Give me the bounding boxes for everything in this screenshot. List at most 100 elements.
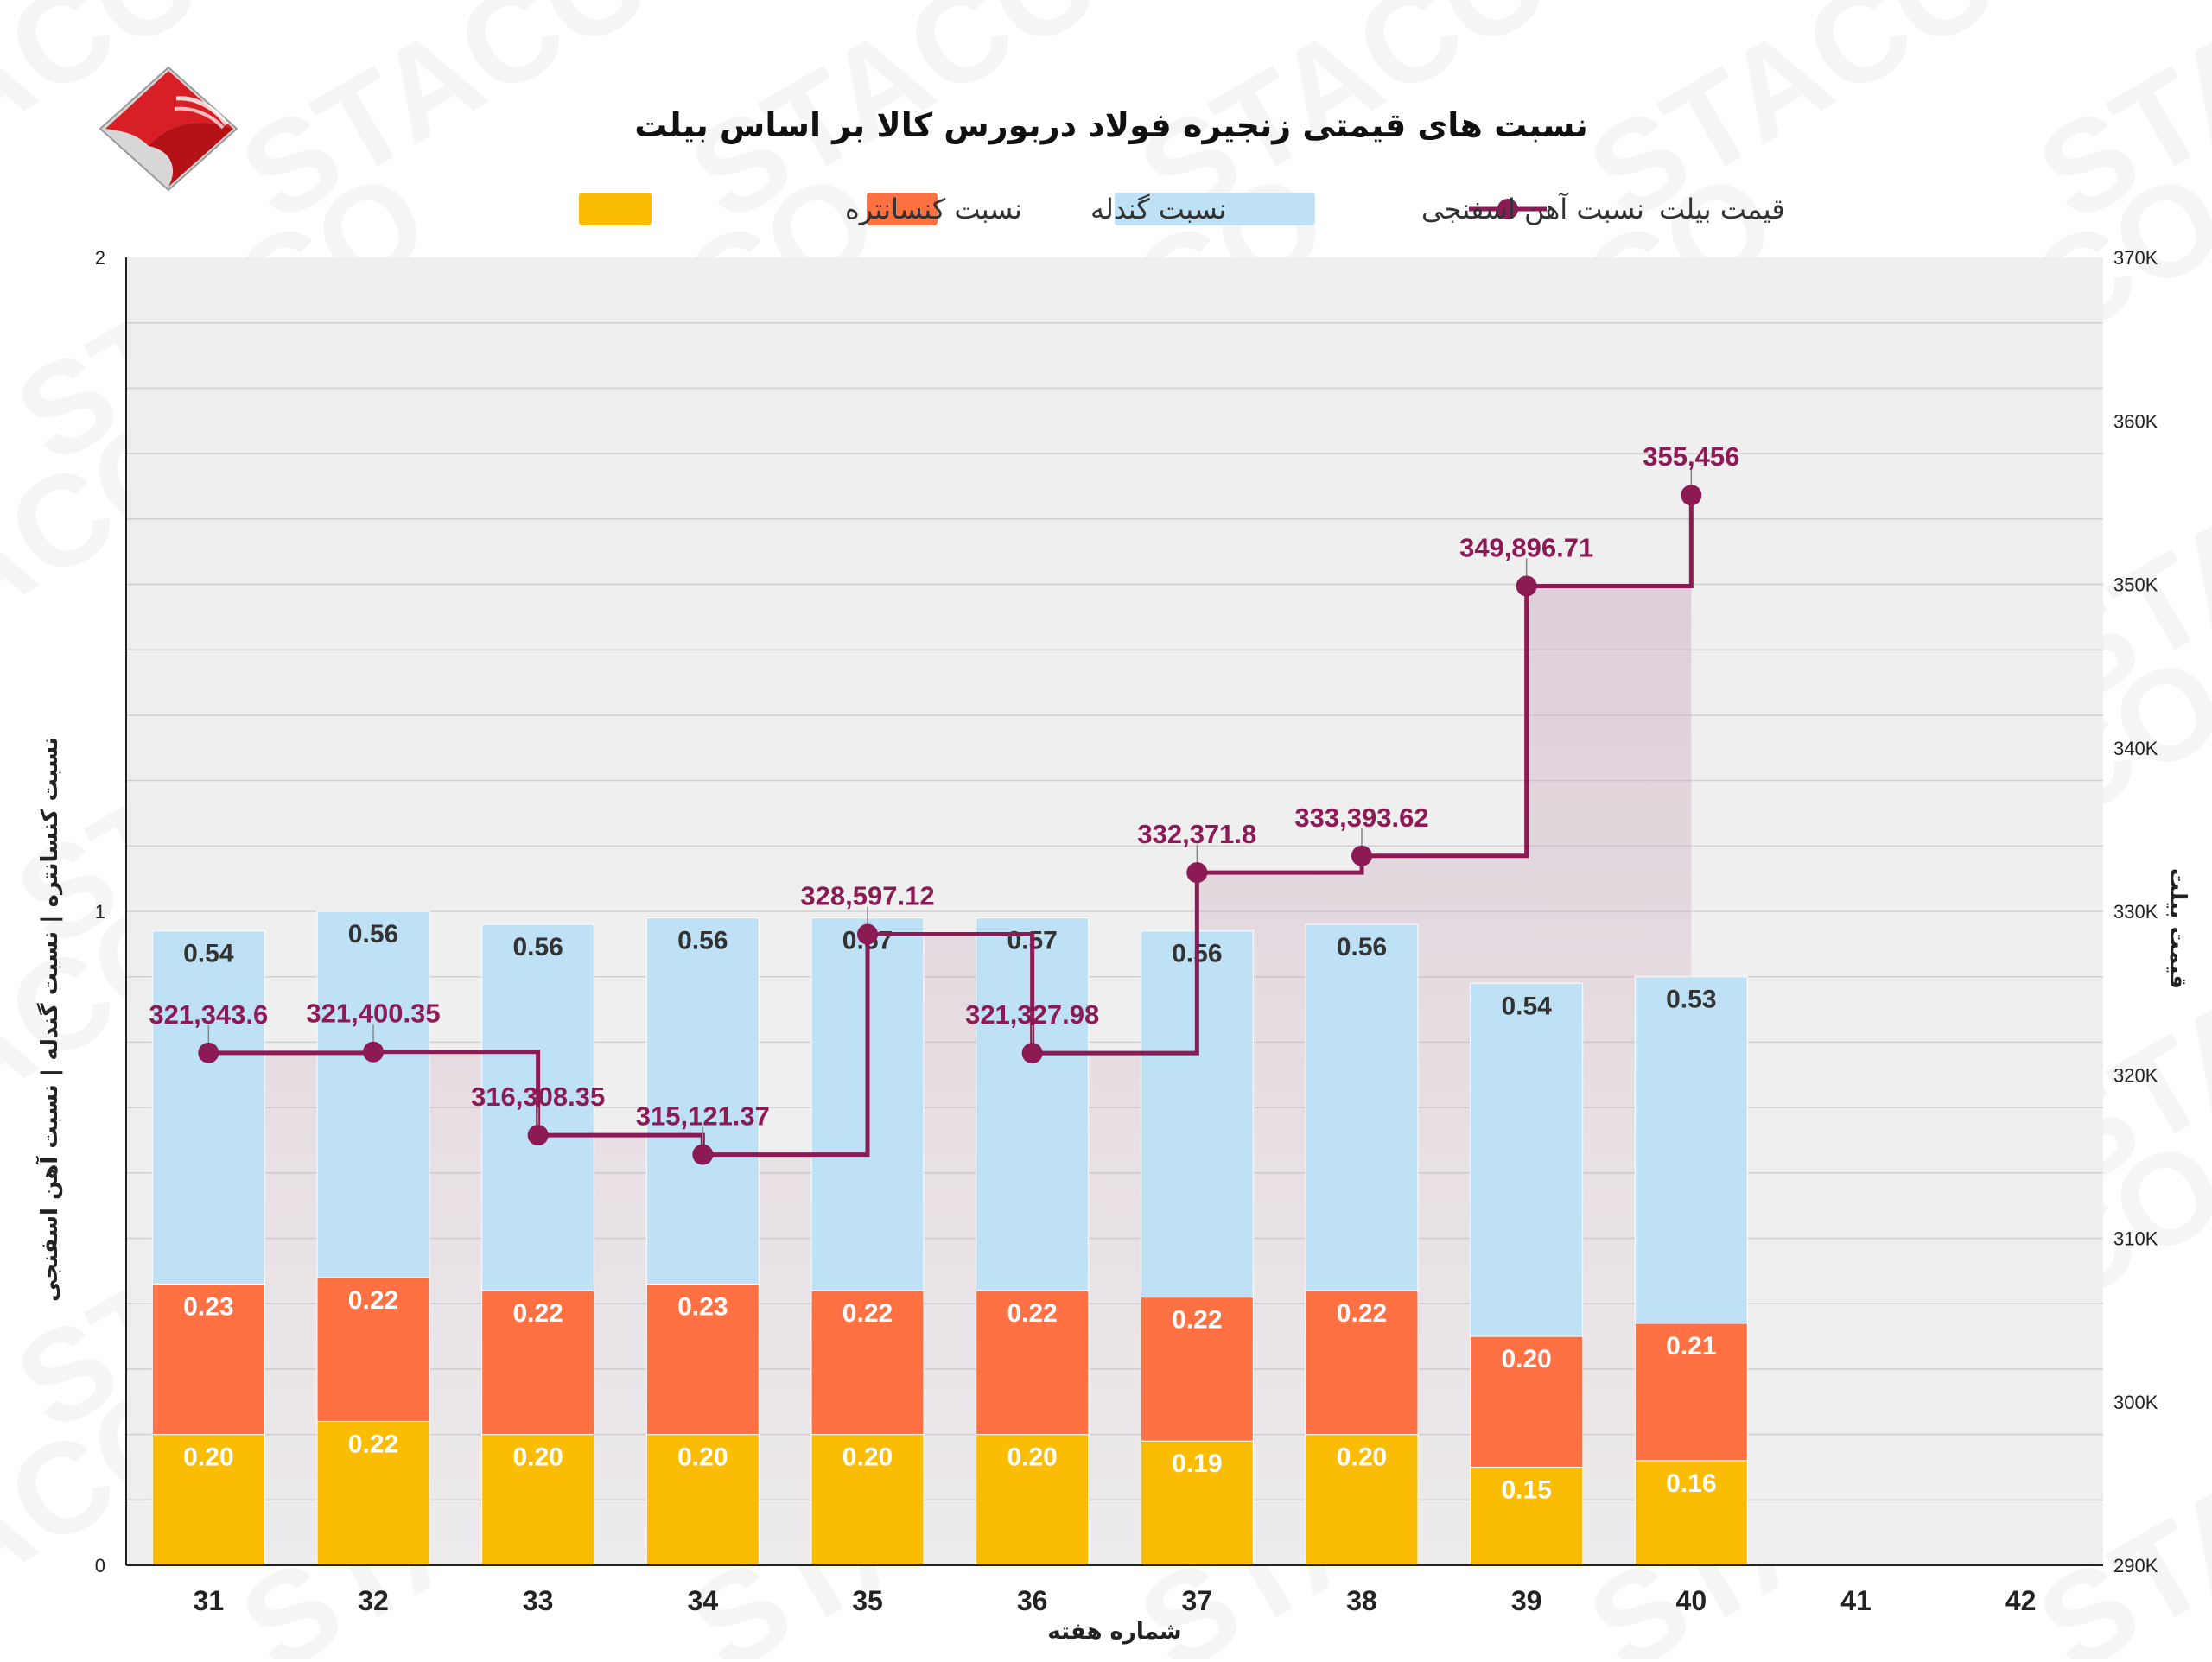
- price-value-label: 321,343.6: [149, 999, 268, 1030]
- bar-value-label: 0.56: [512, 933, 563, 961]
- axes: [125, 257, 2103, 1566]
- price-value-label: 321,400.35: [306, 999, 440, 1029]
- y-tick-right: 320K: [2113, 1064, 2158, 1086]
- bar-segment: [316, 1420, 430, 1566]
- price-value-label: 349,896.71: [1459, 532, 1593, 562]
- tick-labels: 0 1 2 290K 300K 310K 320K 330K 340K 350K 360K 370K 3…: [95, 247, 2158, 1616]
- bar-value-label: 0.22: [1007, 1299, 1057, 1328]
- bar-value-label: 0.16: [1666, 1469, 1716, 1498]
- y-tick-left: 0: [95, 1555, 105, 1576]
- bar-segment: [1470, 982, 1584, 1337]
- bar-value-label: 0.20: [512, 1443, 563, 1472]
- bar-value-label: 0.53: [1666, 986, 1716, 1014]
- price-point: [1351, 845, 1372, 866]
- bar-segment: [481, 1290, 595, 1436]
- y-tick-right: 330K: [2113, 901, 2158, 923]
- price-point: [1516, 575, 1537, 597]
- bar-value-label: 0.22: [348, 1430, 398, 1458]
- x-tick: 31: [194, 1585, 225, 1616]
- legend-label: نسبت گندله: [1090, 193, 1226, 225]
- bar-segment: [481, 1434, 595, 1566]
- price-point: [527, 1125, 549, 1146]
- bar-value-label: 0.20: [1337, 1443, 1387, 1472]
- bar-segment: [976, 1290, 1090, 1436]
- y-tick-right: 360K: [2113, 410, 2158, 432]
- x-tick: 38: [1346, 1585, 1377, 1616]
- y-tick-left: 2: [95, 247, 105, 269]
- legend-label: نسبت کنسانتره: [845, 193, 1022, 225]
- staco-logo-icon: [99, 66, 238, 192]
- y-tick-right: 290K: [2113, 1555, 2158, 1576]
- x-tick: 35: [852, 1585, 883, 1616]
- bar-value-label: 0.22: [842, 1299, 893, 1328]
- price-value-label: 355,456: [1643, 441, 1739, 472]
- bar-segment: [1634, 1460, 1748, 1566]
- price-line: 321,343.6 321,400.35 316,308.35 315,121.37 3…: [149, 441, 1739, 1165]
- legend-swatch: [579, 193, 652, 225]
- x-tick: 39: [1511, 1585, 1542, 1616]
- x-axis-title: شماره هفته: [1047, 1619, 1181, 1645]
- price-point: [1681, 485, 1702, 506]
- x-tick: 34: [688, 1585, 719, 1616]
- legend: قیمت بیلت نسبت آهن اسفنجی نسبت گندله نسبت ک…: [579, 192, 1785, 225]
- y-tick-right: 350K: [2113, 574, 2158, 596]
- bar-segment: [1634, 1323, 1748, 1462]
- price-point: [692, 1144, 714, 1165]
- bar-segment: [810, 1434, 925, 1566]
- x-tick: 37: [1182, 1585, 1213, 1616]
- price-value-label: 316,308.35: [471, 1082, 605, 1112]
- bar-segment: [151, 930, 265, 1285]
- bar-value-label: 0.22: [1337, 1299, 1387, 1328]
- bars: [151, 910, 1748, 1566]
- price-value-label: 315,121.37: [636, 1101, 770, 1132]
- price-point: [857, 923, 878, 945]
- price-value-label: 328,597.12: [800, 881, 934, 911]
- bar-value-label: 0.20: [1501, 1345, 1551, 1373]
- bar-segment: [316, 910, 430, 1278]
- y-tick-right: 300K: [2113, 1392, 2158, 1413]
- price-point: [363, 1041, 384, 1063]
- bar-segment: [151, 1434, 265, 1566]
- legend-label: نسبت آهن اسفنجی: [1421, 192, 1644, 225]
- x-tick: 36: [1017, 1585, 1048, 1616]
- bar-segment: [1140, 1297, 1254, 1442]
- legend-marker: [1497, 199, 1518, 219]
- price-point: [198, 1042, 219, 1063]
- bar-segment: [1305, 1434, 1419, 1566]
- bar-value-label: 0.20: [1007, 1443, 1057, 1472]
- chart-title: نسبت های قیمتی زنجیره فولاد دربورس کالا …: [634, 106, 1588, 144]
- bar-segment: [1305, 1290, 1419, 1436]
- bar-value-label: 0.54: [183, 940, 234, 968]
- bar-value-label: 0.22: [348, 1286, 398, 1315]
- y-tick-left: 1: [95, 901, 105, 923]
- bar-labels: 0.20 0.23 0.54 0.22 0.22 0.56 0.20 0.22 0.56 0.20…: [183, 920, 1716, 1504]
- x-tick: 33: [523, 1585, 554, 1616]
- bar-segment: [810, 1290, 925, 1436]
- bar-value-label: 0.20: [183, 1443, 233, 1472]
- y-tick-right: 310K: [2113, 1228, 2158, 1250]
- bar-value-label: 0.54: [1501, 992, 1552, 1020]
- bar-value-label: 0.23: [183, 1292, 233, 1321]
- legend-swatch: [1115, 193, 1315, 225]
- bar-value-label: 0.56: [677, 927, 728, 955]
- legend-label: قیمت بیلت: [1659, 193, 1785, 225]
- y-tick-right: 340K: [2113, 738, 2158, 759]
- legend-swatch: [867, 193, 938, 225]
- bar-value-label: 0.23: [677, 1292, 728, 1321]
- bar-value-label: 0.22: [512, 1299, 563, 1328]
- price-point: [1186, 862, 1208, 884]
- bar-segment: [1305, 923, 1419, 1291]
- x-tick: 42: [2005, 1585, 2037, 1616]
- bar-segment: [645, 1283, 760, 1436]
- bar-value-label: 0.22: [1172, 1306, 1222, 1335]
- price-point: [1021, 1043, 1043, 1064]
- bar-value-label: 0.21: [1666, 1332, 1716, 1361]
- bar-value-label: 0.19: [1172, 1449, 1222, 1478]
- bar-segment: [1140, 1440, 1254, 1566]
- x-tick: 32: [358, 1585, 389, 1616]
- bar-segment: [645, 917, 760, 1285]
- bar-segment: [645, 1434, 760, 1566]
- y-axis-left-title: نسبت کنسانتره | نسبت گندله | نسبت آهن اس…: [35, 737, 63, 1302]
- bar-value-label: 0.20: [842, 1443, 893, 1472]
